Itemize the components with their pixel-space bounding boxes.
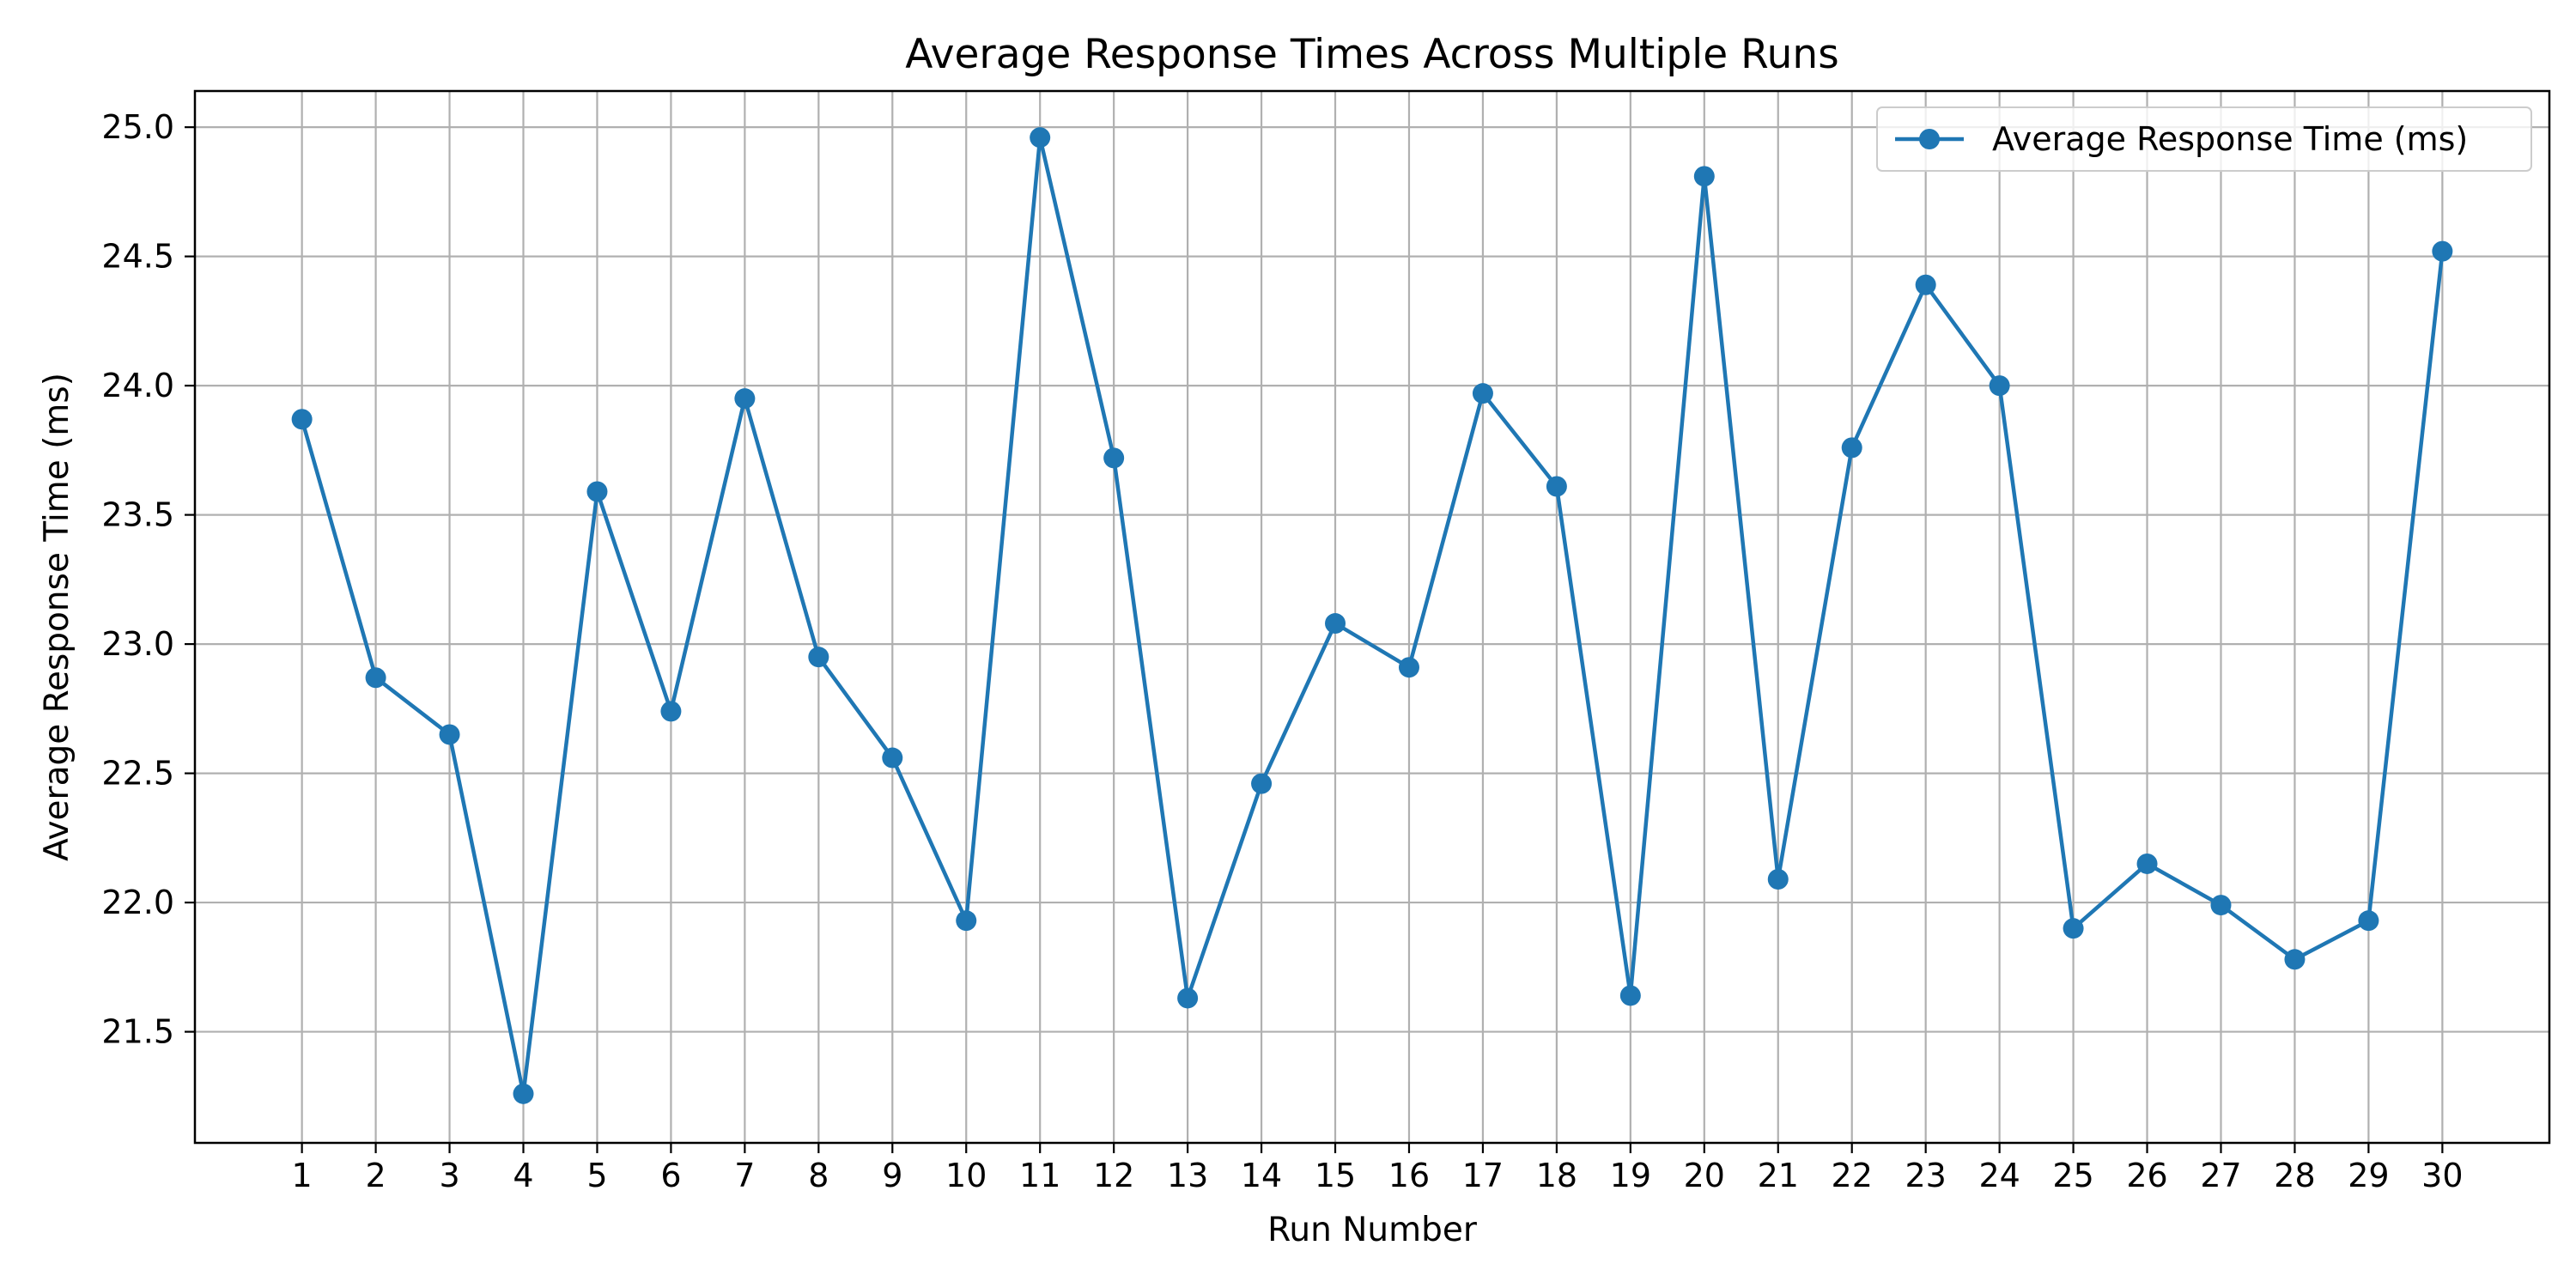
x-tick-label: 15 bbox=[1315, 1157, 1356, 1194]
x-tick-label: 11 bbox=[1019, 1157, 1060, 1194]
x-tick-label: 1 bbox=[292, 1157, 313, 1194]
data-point-run-29 bbox=[2358, 910, 2379, 932]
data-point-run-7 bbox=[734, 388, 756, 410]
data-point-run-13 bbox=[1177, 987, 1199, 1009]
data-point-run-27 bbox=[2210, 895, 2232, 916]
y-axis-ticks: 21.5 22.0 22.5 23.0 23.5 24.0 24.5 25.0 bbox=[101, 108, 195, 1051]
data-point-run-28 bbox=[2284, 949, 2306, 970]
x-tick-label: 26 bbox=[2126, 1157, 2167, 1194]
series-line bbox=[300, 135, 2445, 1097]
x-tick-label: 5 bbox=[586, 1157, 607, 1194]
data-point-run-17 bbox=[1472, 383, 1493, 404]
data-point-run-20 bbox=[1693, 166, 1715, 187]
x-axis-label: Run Number bbox=[1267, 1211, 1478, 1249]
y-tick-label: 22.5 bbox=[101, 755, 174, 793]
legend-label: Average Response Time (ms) bbox=[1992, 120, 2468, 158]
y-tick-label: 24.5 bbox=[101, 238, 174, 276]
data-point-run-12 bbox=[1103, 447, 1125, 469]
data-point-run-18 bbox=[1546, 476, 1567, 497]
x-tick-label: 20 bbox=[1684, 1157, 1725, 1194]
data-point-run-22 bbox=[1841, 437, 1862, 459]
data-point-run-21 bbox=[1767, 868, 1789, 890]
x-tick-label: 13 bbox=[1167, 1157, 1208, 1194]
x-tick-label: 10 bbox=[945, 1157, 987, 1194]
x-tick-label: 9 bbox=[882, 1157, 902, 1194]
data-point-run-24 bbox=[1989, 375, 2010, 397]
x-tick-label: 16 bbox=[1388, 1157, 1430, 1194]
y-tick-label: 21.5 bbox=[101, 1013, 174, 1051]
x-tick-label: 8 bbox=[808, 1157, 829, 1194]
x-tick-label: 22 bbox=[1832, 1157, 1873, 1194]
chart-title: Average Response Times Across Multiple R… bbox=[905, 31, 1838, 78]
y-tick-label: 23.5 bbox=[101, 496, 174, 534]
data-point-run-4 bbox=[513, 1083, 534, 1104]
x-tick-label: 28 bbox=[2274, 1157, 2315, 1194]
data-point-run-8 bbox=[808, 647, 829, 668]
x-tick-label: 6 bbox=[660, 1157, 681, 1194]
x-tick-label: 7 bbox=[734, 1157, 755, 1194]
data-point-run-1 bbox=[291, 409, 313, 430]
y-tick-label: 22.0 bbox=[101, 884, 174, 921]
x-tick-label: 14 bbox=[1241, 1157, 1282, 1194]
x-tick-label: 3 bbox=[439, 1157, 459, 1194]
data-point-run-19 bbox=[1619, 985, 1641, 1006]
data-point-run-2 bbox=[365, 667, 386, 689]
legend: Average Response Time (ms) bbox=[1876, 106, 2532, 172]
plot-frame bbox=[193, 89, 2551, 1145]
series-layer bbox=[291, 127, 2453, 1104]
y-axis-label: Average Response Time (ms) bbox=[38, 373, 76, 861]
x-tick-label: 30 bbox=[2421, 1157, 2463, 1194]
y-tick-label: 25.0 bbox=[101, 108, 174, 146]
data-point-run-30 bbox=[2432, 240, 2453, 262]
x-tick-label: 24 bbox=[1978, 1157, 2020, 1194]
x-tick-label: 25 bbox=[2052, 1157, 2093, 1194]
legend-marker-swatch bbox=[1919, 129, 1940, 149]
data-point-run-25 bbox=[2063, 918, 2084, 939]
y-tick-label: 24.0 bbox=[101, 367, 174, 404]
data-point-run-11 bbox=[1030, 127, 1051, 149]
x-tick-label: 29 bbox=[2348, 1157, 2389, 1194]
x-tick-label: 23 bbox=[1905, 1157, 1946, 1194]
data-point-run-23 bbox=[1915, 274, 1936, 295]
y-tick-label: 23.0 bbox=[101, 625, 174, 663]
x-tick-label: 27 bbox=[2200, 1157, 2241, 1194]
x-tick-label: 4 bbox=[513, 1157, 533, 1194]
x-tick-label: 12 bbox=[1093, 1157, 1134, 1194]
x-tick-label: 19 bbox=[1610, 1157, 1651, 1194]
data-point-run-6 bbox=[660, 701, 682, 722]
x-tick-label: 18 bbox=[1536, 1157, 1577, 1194]
data-point-run-26 bbox=[2136, 853, 2158, 874]
data-point-run-15 bbox=[1325, 613, 1346, 635]
x-axis-ticks: 1 2 3 4 5 6 7 8 9 10 11 12 13 14 15 16 17 18 19 20 21 22 23 24 2… bbox=[292, 1143, 2464, 1194]
legend-box bbox=[1876, 106, 2532, 172]
data-point-run-10 bbox=[956, 910, 977, 932]
data-point-run-9 bbox=[882, 747, 903, 769]
data-point-run-5 bbox=[586, 481, 608, 502]
x-tick-label: 2 bbox=[365, 1157, 386, 1194]
data-point-run-16 bbox=[1398, 657, 1419, 678]
data-point-run-14 bbox=[1251, 773, 1273, 794]
x-tick-label: 21 bbox=[1758, 1157, 1799, 1194]
x-tick-label: 17 bbox=[1462, 1157, 1504, 1194]
data-point-run-3 bbox=[439, 724, 460, 745]
